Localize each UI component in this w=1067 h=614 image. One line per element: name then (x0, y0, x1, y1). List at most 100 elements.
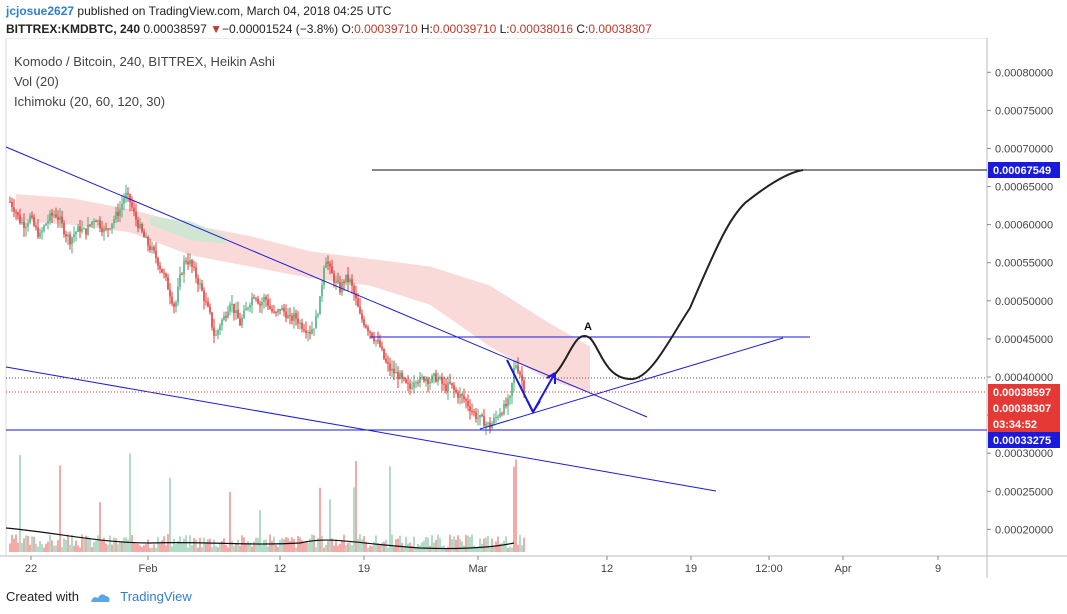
candle-body (363, 319, 365, 326)
candle-body (523, 380, 525, 393)
candle-body (133, 207, 135, 212)
candle-body (519, 372, 521, 375)
candle-body (487, 422, 489, 424)
candle-body (167, 277, 169, 290)
candle-body (451, 382, 453, 386)
candle-body (183, 260, 185, 275)
candle-body (461, 394, 463, 396)
candle-body (221, 319, 223, 326)
candle-body (329, 263, 331, 267)
candle-body (273, 311, 275, 313)
candle-body (431, 375, 433, 383)
candle-body (443, 383, 445, 385)
y-tick-label: 0.00020000 (995, 524, 1053, 536)
candle-body (503, 404, 505, 415)
candle-body (479, 414, 481, 418)
candle-body (447, 382, 449, 392)
candle-body (241, 317, 243, 326)
candle-body (227, 311, 229, 318)
footer: Created with TradingView (6, 589, 192, 605)
price-tag-label: 0.00033275 (993, 435, 1051, 447)
candle-body (27, 222, 29, 227)
candle-body (435, 373, 437, 382)
candle-body (13, 207, 15, 212)
candle-body (505, 404, 507, 407)
candle-body (41, 230, 43, 233)
candle-body (391, 368, 393, 371)
candle-body (293, 313, 295, 321)
candle-body (229, 304, 231, 312)
y-tick-label: 0.00040000 (995, 372, 1053, 384)
candle-body (353, 285, 355, 294)
candle-body (315, 315, 317, 329)
candle-body (263, 296, 265, 302)
candle-body (61, 216, 63, 224)
candle-body (279, 309, 281, 311)
last-price: 0.00038597 (143, 22, 207, 36)
candle-body (483, 416, 485, 427)
candle-body (217, 330, 219, 335)
candle-body (359, 306, 361, 314)
candle-body (161, 268, 163, 273)
candle-body (97, 220, 99, 222)
candle-body (147, 237, 149, 246)
candle-body (441, 376, 443, 384)
candle-body (175, 302, 177, 307)
candle-body (209, 306, 211, 313)
candle-body (425, 378, 427, 382)
candle-body (275, 311, 277, 313)
candle-body (177, 286, 179, 303)
candle-body (477, 417, 479, 419)
legend-ichimoku: Ichimoku (20, 60, 120, 30) (14, 94, 166, 109)
candle-body (347, 274, 349, 282)
legend-title: Komodo / Bitcoin, 240, BITTREX, Heikin A… (14, 54, 275, 69)
candle-body (325, 261, 327, 268)
candle-body (369, 331, 371, 333)
volume-ma-line (5, 527, 515, 550)
candle-body (115, 211, 117, 220)
candle-body (37, 227, 39, 237)
candle-body (195, 267, 197, 278)
candle-body (471, 411, 473, 413)
candle-body (373, 337, 375, 342)
candle-body (129, 194, 131, 203)
price-tag (988, 384, 1060, 400)
low-value: 0.00038016 (509, 22, 574, 36)
y-tick-label: 0.00080000 (995, 67, 1053, 79)
candle-body (155, 250, 157, 259)
candle-body (63, 223, 65, 235)
candle-body (341, 282, 343, 293)
candle-body (31, 215, 33, 218)
candle-body (207, 301, 209, 307)
candle-body (295, 313, 297, 319)
tradingview-link[interactable]: TradingView (120, 589, 192, 604)
candle-body (389, 363, 391, 371)
candle-body (121, 203, 123, 210)
candle-body (237, 309, 239, 319)
candle-body (93, 221, 95, 223)
candle-body (261, 301, 263, 306)
author-link[interactable]: jcjosue2627 (6, 4, 75, 18)
candle-body (305, 330, 307, 333)
candle-body (127, 193, 129, 195)
candle-body (181, 273, 183, 275)
candle-body (331, 266, 333, 274)
candle-body (507, 398, 509, 407)
candle-body (111, 223, 113, 229)
candle-body (323, 267, 325, 286)
candle-body (191, 260, 193, 267)
candle-body (25, 226, 27, 228)
candle-body (405, 379, 407, 383)
candle-body (53, 214, 55, 216)
candle-body (439, 376, 441, 379)
high-value: 0.00039710 (432, 22, 497, 36)
candle-body (517, 365, 519, 373)
price-tag-label: 03:34:52 (993, 419, 1037, 431)
y-tick-label: 0.00070000 (995, 143, 1053, 155)
candle-body (309, 332, 311, 334)
candle-body (153, 246, 155, 251)
price-chart[interactable]: 0.00080000 0.00075000 0.00070000 0.00065000… (0, 38, 1067, 578)
candle-body (123, 197, 125, 204)
y-tick-label: 0.00030000 (995, 448, 1053, 460)
candle-body (381, 346, 383, 349)
